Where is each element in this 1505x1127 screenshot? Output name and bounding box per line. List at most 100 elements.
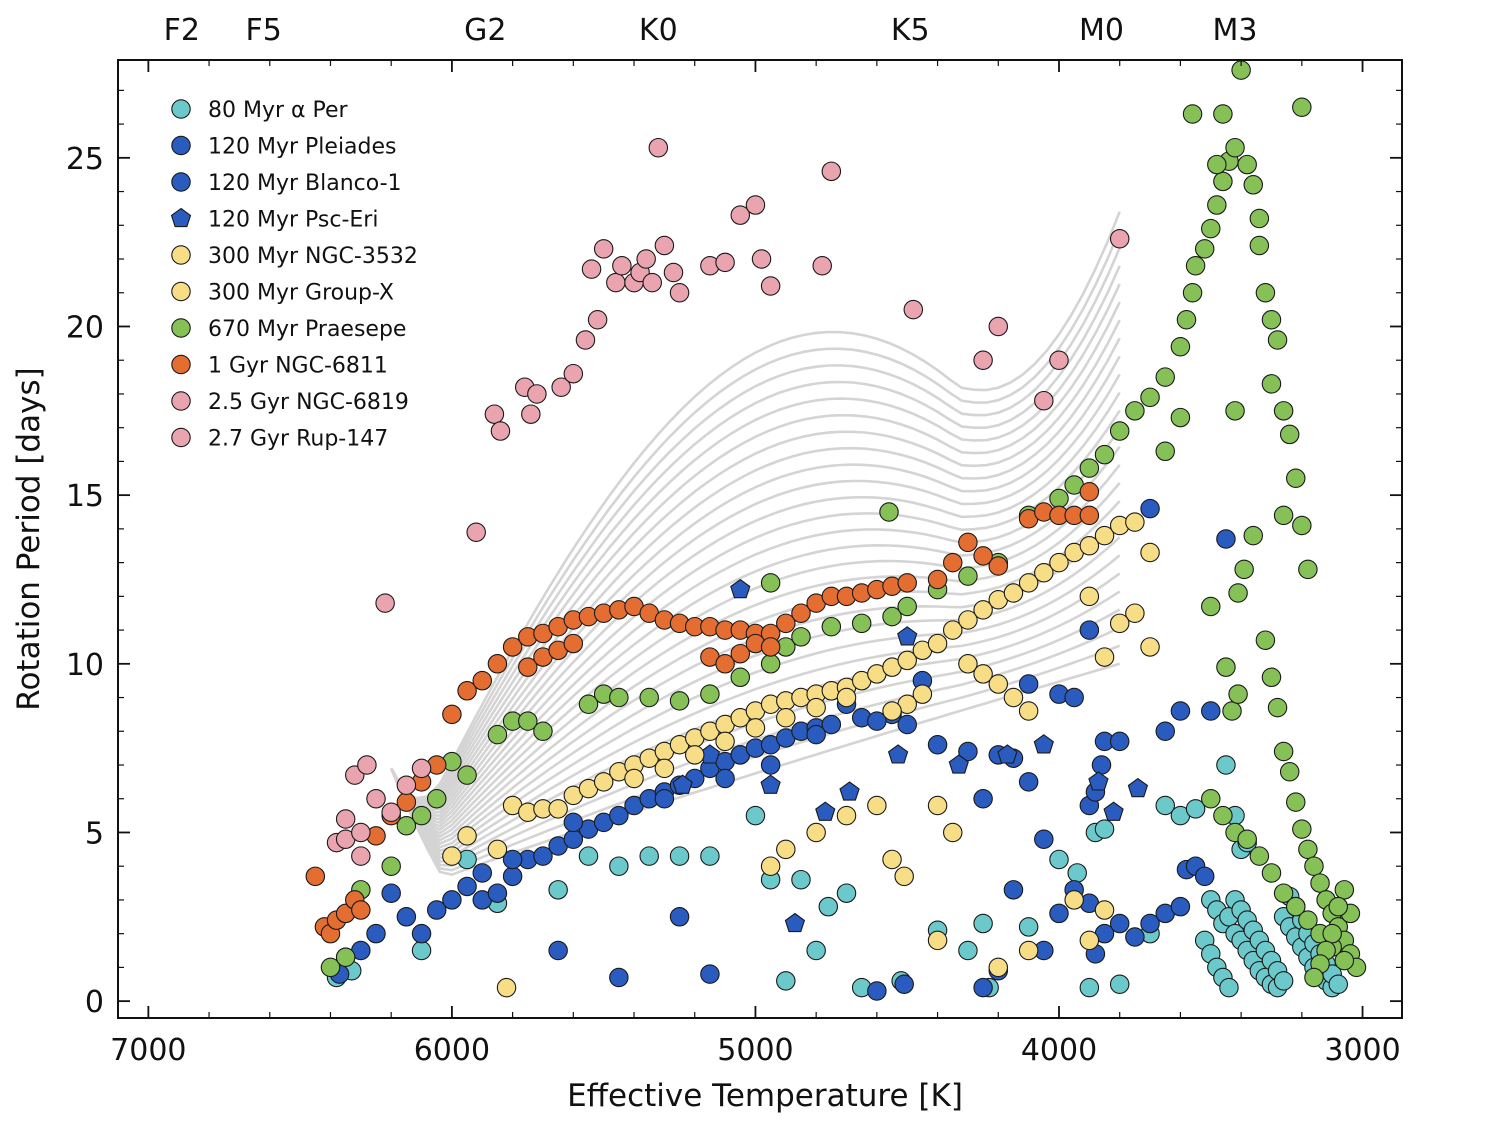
data-point bbox=[1286, 792, 1306, 812]
data-point bbox=[320, 957, 341, 978]
data-point bbox=[672, 774, 693, 794]
data-point bbox=[457, 765, 477, 785]
data-point bbox=[669, 846, 690, 866]
data-point bbox=[958, 654, 978, 674]
data-point bbox=[1079, 535, 1100, 556]
data-point bbox=[836, 687, 857, 708]
data-point bbox=[821, 616, 842, 637]
data-point bbox=[1216, 755, 1236, 775]
data-point bbox=[442, 846, 462, 866]
model-curve bbox=[390, 319, 1121, 811]
data-point bbox=[351, 822, 371, 843]
data-point bbox=[836, 805, 857, 826]
data-point bbox=[1079, 482, 1100, 502]
data-point bbox=[1219, 977, 1239, 998]
data-point bbox=[887, 744, 909, 764]
data-point bbox=[1125, 401, 1145, 421]
data-point bbox=[1267, 330, 1288, 350]
data-point bbox=[912, 684, 933, 704]
data-point bbox=[867, 795, 887, 816]
data-point bbox=[548, 880, 568, 900]
data-point bbox=[609, 856, 629, 876]
data-point bbox=[882, 606, 902, 627]
data-point bbox=[760, 573, 781, 593]
data-point bbox=[1292, 97, 1312, 117]
data-point bbox=[903, 299, 924, 320]
data-point bbox=[654, 235, 675, 256]
data-point bbox=[1155, 721, 1175, 742]
data-point bbox=[654, 788, 675, 809]
x-tick-label: 7000 bbox=[110, 1033, 186, 1068]
data-point bbox=[1201, 596, 1221, 617]
data-point bbox=[1249, 235, 1270, 256]
data-point bbox=[948, 754, 969, 774]
data-point bbox=[1127, 777, 1149, 798]
data-point bbox=[806, 940, 826, 961]
x-axis-label: Effective Temperature [K] bbox=[567, 1078, 963, 1114]
data-point bbox=[927, 795, 948, 816]
model-curve bbox=[390, 409, 1121, 825]
y-tick-label: 10 bbox=[66, 648, 104, 683]
data-point bbox=[1170, 701, 1191, 721]
spectral-type-label: M0 bbox=[1079, 13, 1124, 48]
data-point bbox=[760, 276, 781, 296]
data-point bbox=[1249, 846, 1270, 866]
data-point bbox=[1109, 421, 1130, 441]
data-point bbox=[487, 724, 508, 745]
data-point bbox=[1213, 805, 1233, 826]
data-point bbox=[700, 964, 720, 984]
data-point bbox=[1140, 913, 1160, 934]
data-point bbox=[988, 556, 1009, 576]
data-point bbox=[551, 377, 571, 397]
data-point bbox=[1094, 525, 1115, 546]
data-point bbox=[1304, 967, 1324, 988]
model-curve bbox=[390, 391, 1121, 821]
y-axis-label: Rotation Period [days] bbox=[11, 367, 47, 710]
data-point bbox=[715, 731, 735, 752]
data-point bbox=[791, 869, 811, 890]
data-point bbox=[943, 552, 963, 573]
data-point bbox=[730, 667, 751, 688]
data-point bbox=[1079, 586, 1100, 607]
data-point bbox=[812, 256, 832, 276]
data-point bbox=[867, 981, 887, 1001]
data-point bbox=[490, 421, 511, 441]
data-point bbox=[1279, 424, 1300, 445]
data-point bbox=[760, 755, 781, 775]
data-point bbox=[669, 283, 690, 303]
data-point bbox=[958, 532, 978, 553]
data-point bbox=[411, 940, 432, 961]
x-tick-label: 5000 bbox=[717, 1033, 793, 1068]
spectral-type-label: K0 bbox=[639, 13, 678, 48]
data-point bbox=[381, 802, 401, 822]
data-point bbox=[1079, 620, 1100, 640]
data-point bbox=[1091, 755, 1112, 775]
data-point bbox=[1222, 701, 1242, 721]
data-point bbox=[496, 977, 517, 998]
data-point bbox=[897, 626, 918, 646]
data-point bbox=[335, 809, 356, 829]
y-tick-label: 20 bbox=[66, 310, 104, 345]
spectral-type-label: F2 bbox=[164, 13, 200, 48]
data-point bbox=[715, 252, 735, 273]
data-point bbox=[426, 900, 447, 920]
data-point bbox=[760, 654, 781, 674]
data-point bbox=[396, 815, 417, 836]
data-point bbox=[684, 745, 705, 765]
data-point bbox=[1140, 387, 1160, 408]
data-point bbox=[1286, 896, 1306, 917]
data-point bbox=[1182, 104, 1203, 124]
data-point bbox=[958, 610, 978, 630]
data-point bbox=[502, 849, 523, 870]
legend-item: 2.5 Gyr NGC-6819 bbox=[171, 390, 409, 415]
legend-label: 300 Myr NGC-3532 bbox=[208, 244, 418, 269]
y-tick-label: 5 bbox=[85, 816, 104, 851]
data-point bbox=[472, 863, 493, 883]
data-point bbox=[1034, 829, 1054, 849]
data-point bbox=[654, 758, 675, 779]
data-point bbox=[1255, 283, 1276, 303]
legend-item: 670 Myr Praesepe bbox=[171, 317, 406, 342]
data-point bbox=[715, 768, 735, 789]
data-point bbox=[1207, 195, 1227, 215]
data-point bbox=[943, 822, 963, 843]
